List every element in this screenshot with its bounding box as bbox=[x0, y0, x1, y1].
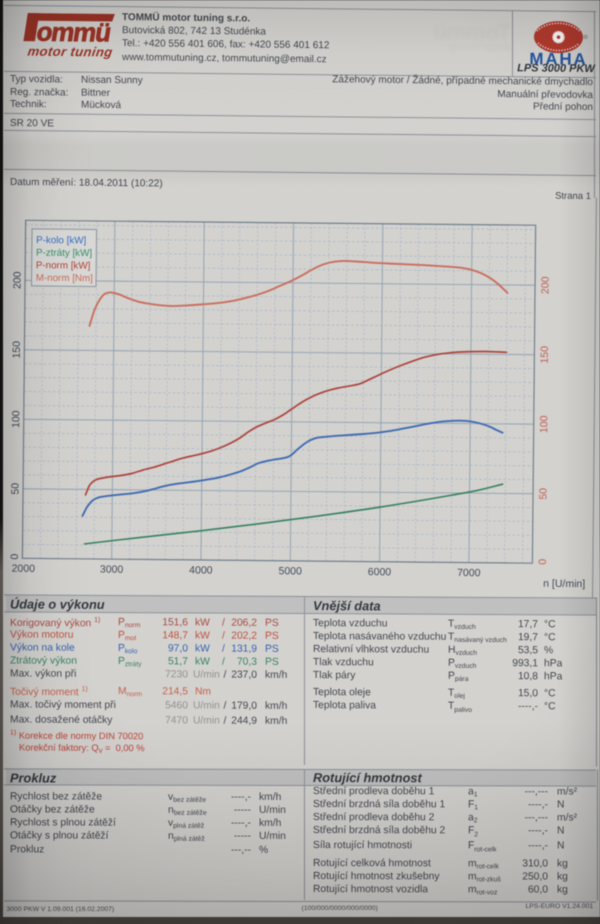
svg-text:150: 150 bbox=[10, 341, 22, 359]
svg-text:M-norm [Nm]: M-norm [Nm] bbox=[35, 273, 93, 285]
svg-text:5000: 5000 bbox=[278, 565, 302, 577]
svg-text:n [U/min]: n [U/min] bbox=[543, 578, 585, 590]
svg-text:®: ® bbox=[583, 34, 588, 41]
svg-text:P-norm [kW]: P-norm [kW] bbox=[35, 260, 90, 272]
svg-text:6000: 6000 bbox=[367, 566, 391, 578]
svg-text:4000: 4000 bbox=[189, 564, 213, 576]
svg-text:motor tuning: motor tuning bbox=[26, 44, 113, 59]
svg-text:ommü: ommü bbox=[34, 17, 112, 48]
svg-text:200: 200 bbox=[539, 276, 551, 294]
svg-text:0: 0 bbox=[536, 559, 548, 565]
svg-text:150: 150 bbox=[538, 346, 550, 364]
svg-text:P-ztráty [kW]: P-ztráty [kW] bbox=[35, 248, 91, 260]
svg-text:3000: 3000 bbox=[99, 564, 123, 576]
svg-text:50: 50 bbox=[537, 488, 549, 500]
svg-text:0: 0 bbox=[8, 554, 20, 560]
svg-text:100: 100 bbox=[10, 410, 22, 428]
svg-text:2000: 2000 bbox=[11, 563, 35, 575]
svg-text:50: 50 bbox=[9, 483, 21, 495]
svg-text:100: 100 bbox=[538, 415, 550, 433]
svg-text:7000: 7000 bbox=[457, 567, 481, 579]
svg-text:200: 200 bbox=[11, 271, 23, 289]
svg-text:P-kolo [kW]: P-kolo [kW] bbox=[36, 235, 86, 246]
